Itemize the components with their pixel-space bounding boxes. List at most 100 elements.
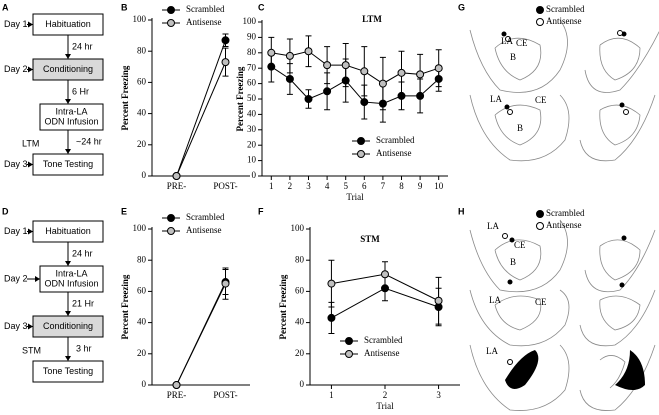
legend-marker	[167, 214, 175, 222]
antisense-dot	[623, 109, 629, 115]
flow-box	[39, 265, 104, 293]
x-tick-label: 2	[383, 390, 388, 400]
antisense-dot	[617, 30, 623, 36]
lesion-shape	[505, 350, 645, 390]
legend-label: Scrambled	[186, 4, 225, 14]
x-tick-label: 1	[329, 390, 334, 400]
legend-marker	[345, 350, 353, 358]
x-axis-label: Trial	[376, 401, 394, 411]
data-point	[397, 68, 406, 77]
panel-letter: C	[258, 2, 265, 12]
region-label: LA	[490, 94, 502, 104]
flow-box	[39, 103, 104, 131]
data-point	[172, 381, 181, 389]
y-tick-label: 100	[291, 223, 305, 233]
y-tick-label: 80	[295, 254, 305, 264]
region-label: B	[510, 257, 516, 267]
legend-label: Scrambled	[364, 335, 403, 345]
series-line	[271, 66, 440, 105]
scrambled-dot	[621, 235, 627, 241]
legend-marker	[167, 19, 175, 27]
legend-marker	[536, 18, 544, 26]
antisense-dot	[505, 36, 511, 42]
brain-outline	[469, 94, 656, 162]
data-point	[378, 79, 387, 88]
x-tick-label: 3	[436, 390, 441, 400]
y-tick-label: 80	[137, 45, 147, 55]
region-label: LA	[486, 346, 498, 356]
data-point	[434, 296, 443, 305]
data-point	[285, 74, 294, 83]
scrambled-dot	[619, 282, 625, 288]
y-tick-label: 100	[243, 16, 257, 26]
session-label: STM	[22, 345, 41, 355]
region-label: LA	[487, 221, 499, 231]
legend-marker	[345, 337, 353, 345]
series-line	[176, 283, 226, 386]
arrow-head	[65, 356, 71, 361]
data-point	[221, 279, 230, 288]
data-point	[323, 61, 332, 70]
flow-box-label: Habituation	[45, 226, 91, 236]
flow-box-label: Habituation	[45, 19, 91, 29]
y-tick-label: 80	[247, 47, 257, 57]
panel-letter: D	[2, 206, 9, 216]
region-label: CE	[516, 38, 528, 48]
flow-box-label: Intra-LA	[55, 106, 87, 116]
legend-label: Antisense	[186, 17, 222, 27]
legend-marker	[536, 210, 544, 218]
chart-title: LTM	[362, 14, 382, 24]
legend-label: Antisense	[546, 220, 582, 230]
x-tick-label: 4	[325, 181, 330, 191]
session-label: LTM	[22, 138, 39, 148]
legend-marker	[357, 150, 365, 158]
interval-label: ~24 hr	[76, 136, 102, 146]
legend-label: Antisense	[186, 225, 222, 235]
chart-title: STM	[360, 234, 380, 244]
arrow-head	[65, 99, 71, 104]
data-point	[327, 313, 336, 322]
x-tick-label: 7	[381, 181, 386, 191]
data-point	[327, 279, 336, 288]
y-tick-label: 40	[247, 108, 257, 118]
y-tick-label: 40	[295, 317, 305, 327]
y-tick-label: 0	[300, 379, 305, 389]
y-tick-label: 30	[247, 124, 257, 134]
panel-letter: E	[121, 206, 127, 216]
y-axis-label: Percent Freezing	[235, 66, 245, 131]
data-point	[323, 87, 332, 96]
data-point	[341, 61, 350, 70]
y-tick-label: 20	[137, 348, 147, 358]
x-tick-label: 9	[418, 181, 423, 191]
y-axis-label: Percent Freezing	[120, 65, 130, 130]
x-tick-label: 10	[434, 181, 444, 191]
legend-label: Antisense	[546, 16, 582, 26]
interval-label: 21 Hr	[72, 298, 94, 308]
data-point	[434, 64, 443, 73]
y-axis-label: Percent Freezing	[278, 274, 288, 339]
panel-letter: A	[2, 2, 9, 12]
data-point	[285, 51, 294, 60]
x-tick-label: POST-	[213, 390, 237, 400]
y-axis-label: Percent Freezing	[120, 274, 130, 339]
interval-label: 24 hr	[72, 41, 93, 51]
interval-label: 3 hr	[76, 343, 92, 353]
arrow-head	[65, 54, 71, 59]
series-line	[176, 40, 226, 177]
legend-marker	[167, 6, 175, 14]
data-point	[304, 95, 313, 103]
x-tick-label: 5	[343, 181, 348, 191]
legend-label: Scrambled	[376, 135, 415, 145]
data-point	[221, 58, 230, 67]
x-tick-label: 6	[362, 181, 367, 191]
legend-label: Antisense	[364, 348, 400, 358]
y-tick-label: 40	[137, 317, 147, 327]
panel-letter: F	[258, 206, 264, 216]
region-label: LA	[501, 36, 513, 46]
y-tick-label: 90	[247, 31, 257, 41]
data-point	[172, 172, 181, 180]
y-tick-label: 60	[137, 285, 147, 295]
region-label: CE	[514, 240, 526, 250]
arrow-head	[28, 228, 33, 235]
